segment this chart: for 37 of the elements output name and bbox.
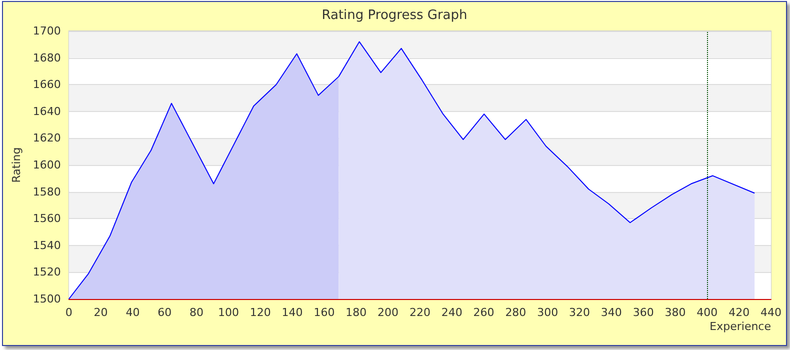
x-tick-label: 240 [441,306,462,319]
x-tick-label: 120 [250,306,271,319]
y-tick-label: 1660 [32,78,61,92]
x-tick-label: 400 [696,306,718,319]
x-tick-label: 440 [760,306,782,319]
x-tick-label: 220 [409,306,430,319]
x-tick-label: 60 [158,306,172,319]
x-tick-label: 40 [126,306,140,319]
x-tick-label: 320 [569,306,590,319]
x-axis-title: Experience [710,320,772,333]
x-tick-label: 280 [505,306,526,319]
x-tick-label: 300 [537,306,558,319]
y-tick-label: 1520 [32,266,61,279]
x-tick-label: 200 [378,306,399,319]
y-tick-label: 1500 [32,292,61,306]
x-tick-label: 20 [94,306,108,319]
y-tick-label: 1700 [32,24,61,38]
y-tick-label: 1600 [32,158,61,172]
x-tick-label: 420 [728,306,750,319]
y-axis-title: Rating [10,147,23,183]
x-tick-label: 380 [664,306,686,319]
y-tick-label: 1540 [32,238,61,252]
x-tick-label: 360 [632,306,654,319]
x-tick-label: 160 [314,306,335,319]
y-tick-label: 1580 [32,185,61,198]
x-tick-label: 140 [282,306,303,319]
y-tick-label: 1640 [32,104,61,118]
y-tick-label: 1560 [32,212,61,226]
x-tick-label: 340 [600,306,622,319]
x-tick-label: 100 [218,306,239,319]
x-tick-label: 180 [346,306,367,319]
x-tick-label: 0 [65,306,72,319]
y-tick-label: 1680 [32,51,61,64]
x-tick-label: 80 [190,306,204,319]
chart-title: Rating Progress Graph [322,8,468,23]
y-tick-label: 1620 [32,132,61,145]
x-tick-label: 260 [473,306,494,319]
